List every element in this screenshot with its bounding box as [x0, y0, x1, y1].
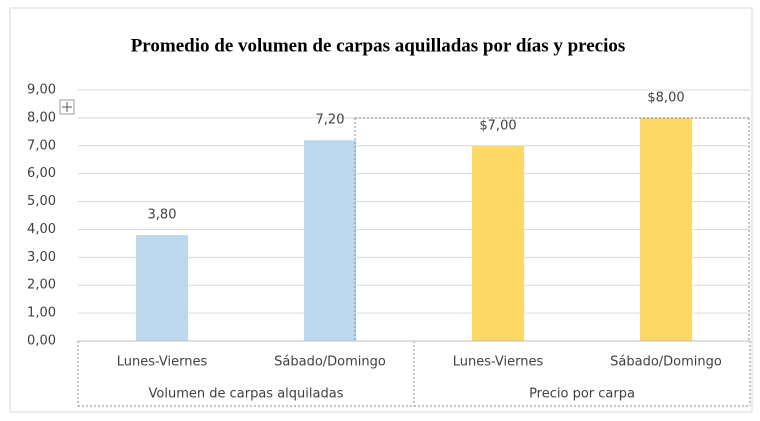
chart-frame — [9, 7, 753, 413]
x-tick-label: Sábado/Domingo — [274, 355, 386, 370]
bar — [472, 145, 524, 341]
y-tick-label: 2,00 — [27, 278, 56, 293]
y-tick-label: 7,00 — [27, 138, 56, 153]
y-tick-label: 4,00 — [27, 222, 56, 237]
data-label: 7,20 — [316, 113, 345, 128]
bar — [136, 235, 188, 341]
data-label: $7,00 — [479, 118, 516, 133]
data-label: 3,80 — [148, 208, 177, 223]
x-tick-label: Lunes-Viernes — [453, 355, 544, 370]
y-tick-label: 9,00 — [27, 83, 56, 98]
y-tick-label: 1,00 — [27, 306, 56, 321]
x-tick-label: Lunes-Viernes — [117, 355, 208, 370]
y-tick-label: 6,00 — [27, 166, 56, 181]
y-tick-label: 0,00 — [27, 334, 56, 349]
y-tick-label: 8,00 — [27, 110, 56, 125]
y-tick-label: 5,00 — [27, 194, 56, 209]
group-label: Volumen de carpas alquiladas — [149, 387, 344, 402]
bar — [304, 140, 356, 341]
move-handle — [59, 99, 75, 115]
chart-title: Promedio de volumen de carpas aquilladas… — [131, 35, 626, 56]
y-tick-label: 3,00 — [27, 250, 56, 265]
group-label: Precio por carpa — [529, 387, 635, 402]
bar — [640, 117, 692, 341]
x-tick-label: Sábado/Domingo — [610, 355, 722, 370]
data-label: $8,00 — [647, 90, 684, 105]
